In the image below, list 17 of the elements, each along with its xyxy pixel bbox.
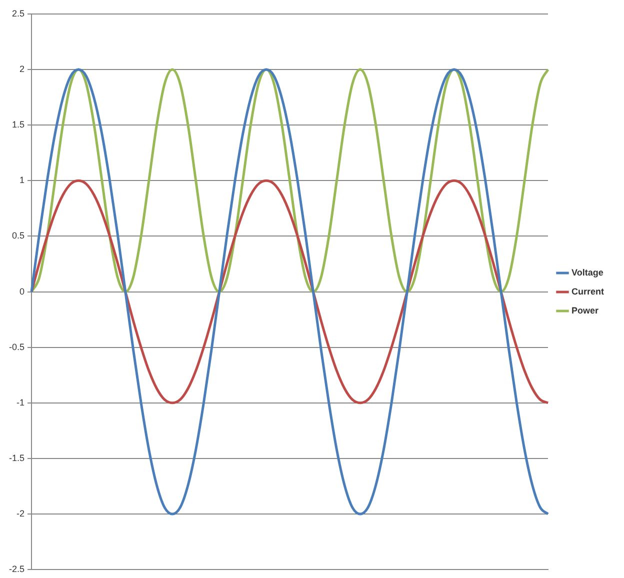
line-series (30, 179, 550, 404)
y-tick-label: -2 (16, 508, 25, 519)
y-tick-label: 1.5 (12, 120, 25, 130)
line-series (30, 68, 550, 516)
legend-label: Power (572, 305, 600, 316)
legend-label: Voltage (572, 267, 604, 278)
y-tick-label: -1.5 (8, 452, 25, 463)
y-tick-label: 2 (19, 64, 25, 74)
y-tick-label: 0 (19, 286, 25, 296)
y-tick-label: -2.5 (8, 564, 25, 574)
y-tick-label: 0.5 (12, 230, 25, 241)
y-tick-label: -0.5 (8, 342, 25, 352)
y-tick-label: -1 (16, 397, 25, 408)
y-tick-label: 2.5 (12, 8, 25, 18)
legend-label: Current (572, 286, 604, 296)
line-series (30, 68, 550, 294)
y-tick-label: 1 (19, 175, 25, 186)
